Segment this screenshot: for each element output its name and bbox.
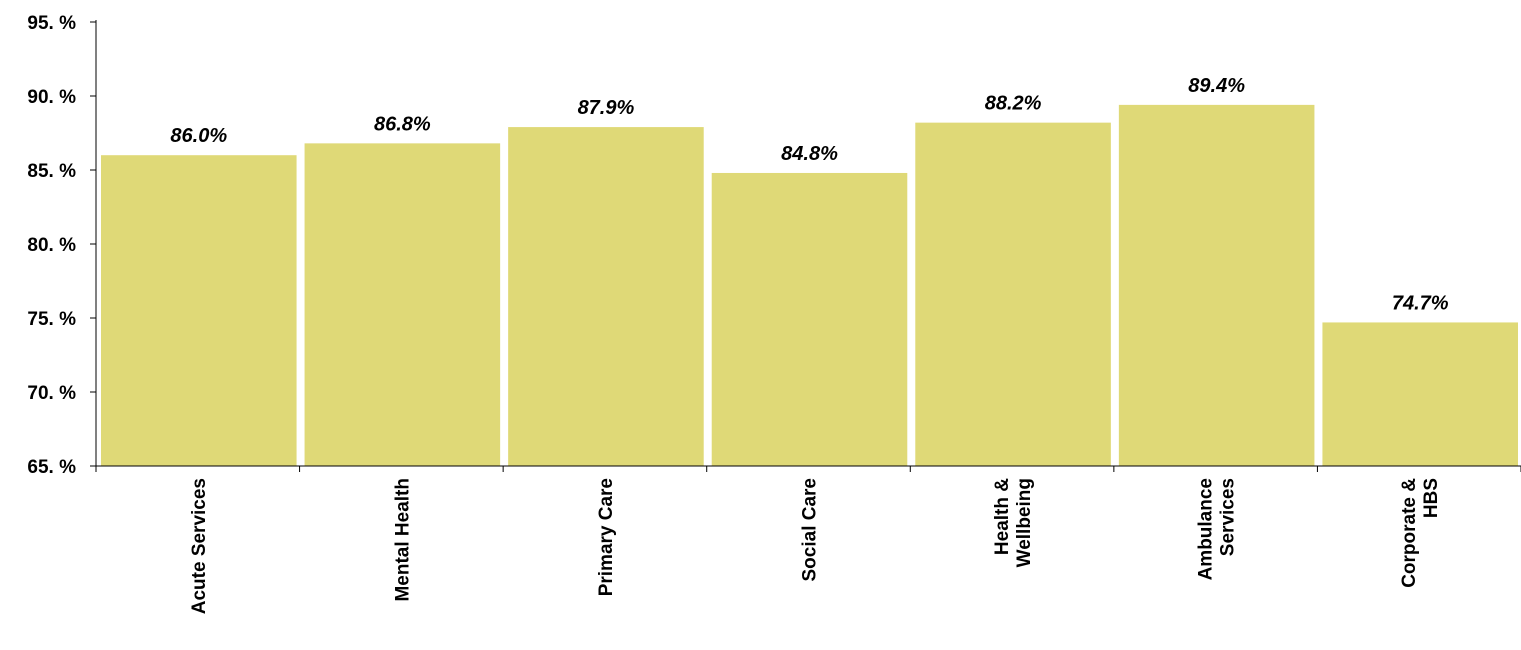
category-label-1-line-0: Mental Health [392,478,413,602]
bar-5 [1118,104,1315,466]
category-label-5-line-0: Ambulance [1196,478,1217,580]
bar-2 [508,127,704,466]
category-label-0-line-0: Acute Services [189,478,210,614]
bars-layer [101,104,1518,467]
data-label-4: 88.2% [985,93,1042,115]
category-label-0: Acute Services [189,478,210,614]
y-tick-label-2: 85. % [27,161,76,182]
category-label-3-line-0: Social Care [800,478,821,582]
bar-0 [101,155,297,466]
category-label-6-line-1: HBS [1421,478,1442,518]
y-tick-label-1: 90. % [27,87,76,108]
category-label-3: Social Care [800,478,821,582]
category-label-2: Primary Care [596,478,617,596]
y-tick-label-3: 80. % [27,235,76,256]
category-label-2-line-0: Primary Care [596,478,617,596]
data-label-2: 87.9% [578,97,635,119]
category-label-6-line-0: Corporate & [1399,478,1420,588]
labels-layer: 86.0% 86.8% 87.9% 84.8% 88.2% 89.4% 74.7% 95. %… [27,13,1448,614]
y-tick-label-5: 70. % [27,383,76,404]
category-label-4: Health & Wellbeing [992,478,1035,568]
data-label-5: 89.4% [1188,75,1245,97]
bar-1 [304,143,501,467]
axes-layer [90,20,1521,472]
category-label-4-line-1: Wellbeing [1014,478,1035,567]
category-label-5: Ambulance Services [1196,478,1239,580]
y-tick-label-6: 65. % [27,457,76,478]
bar-6 [1322,322,1518,466]
data-label-1: 86.8% [374,113,431,135]
category-label-5-line-1: Services [1218,478,1239,556]
data-label-0: 86.0% [170,125,227,147]
category-label-6: Corporate & HBS [1399,478,1442,588]
bar-3 [711,172,908,466]
y-tick-label-4: 75. % [27,309,76,330]
bar-4 [915,122,1111,466]
category-label-4-line-0: Health & [992,478,1013,555]
data-label-6: 74.7% [1392,292,1449,314]
data-label-3: 84.8% [781,143,838,165]
category-label-1: Mental Health [392,478,413,602]
y-tick-label-0: 95. % [27,13,76,34]
